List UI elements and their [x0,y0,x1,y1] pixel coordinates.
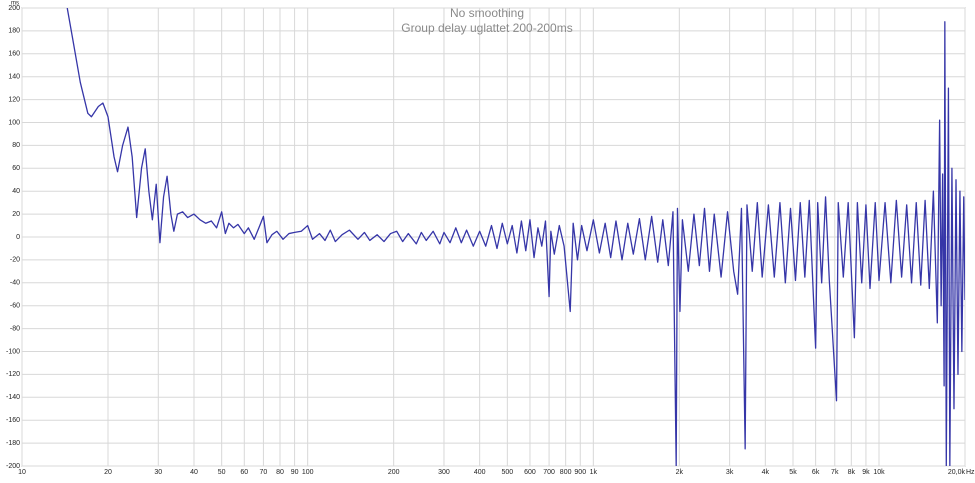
y-tick-label: -80 [10,325,20,332]
x-tick-label: 40 [190,469,198,476]
x-tick-label: 500 [501,469,513,476]
chart-title: No smoothing [450,6,524,20]
y-tick-label: -120 [6,371,20,378]
y-tick-label: 80 [12,142,20,149]
x-tick-label: 300 [438,469,450,476]
x-tick-label: 2k [676,469,684,476]
x-tick-label: 80 [276,469,284,476]
y-tick-label: 60 [12,165,20,172]
x-unit: Hz [966,469,975,476]
grid [21,7,966,467]
y-tick-label: 0 [16,234,20,241]
x-tick-label: 50 [218,469,226,476]
x-tick-label: 30 [154,469,162,476]
y-tick-label: -160 [6,417,20,424]
y-tick-label: 200 [8,5,20,12]
x-tick-label: 6k [812,469,820,476]
y-tick-label: -60 [10,303,20,310]
x-tick-label: 1k [590,469,598,476]
y-tick-label: -100 [6,348,20,355]
x-tick-label: 20,0k [948,469,966,476]
x-tick-label: 8k [848,469,856,476]
y-tick-label: -20 [10,257,20,264]
y-tick-label: -140 [6,394,20,401]
x-tick-label: 4k [762,469,770,476]
y-tick-label: 140 [8,74,20,81]
x-tick-label: 9k [862,469,870,476]
y-tick-label: 20 [12,211,20,218]
x-tick-label: 90 [291,469,299,476]
x-tick-label: 3k [726,469,734,476]
x-tick-label: 700 [543,469,555,476]
x-tick-label: 7k [831,469,839,476]
x-tick-label: 60 [240,469,248,476]
y-tick-label: 120 [8,96,20,103]
y-tick-label: 160 [8,51,20,58]
x-tick-label: 600 [524,469,536,476]
x-tick-label: 200 [388,469,400,476]
data-line [66,8,965,466]
y-tick-label: -40 [10,280,20,287]
x-tick-label: 10k [873,469,885,476]
y-tick-label: 100 [8,119,20,126]
y-unit: ms [11,1,19,7]
x-tick-label: 5k [789,469,797,476]
y-tick-label: 180 [8,28,20,35]
chart-subtitle: Group delay uglattet 200-200ms [401,21,572,35]
series [66,8,965,466]
x-tick-label: 900 [574,469,586,476]
x-tick-label: 400 [474,469,486,476]
y-tick-label: -200 [6,463,20,470]
x-tick-label: 100 [302,469,314,476]
x-tick-label: 70 [260,469,268,476]
y-tick-label: 40 [12,188,20,195]
y-tick-label: -180 [6,440,20,447]
x-tick-label: 800 [560,469,572,476]
x-tick-label: 10 [18,469,26,476]
labels: -200-180-160-140-120-100-80-60-40-200204… [6,5,966,476]
x-tick-label: 20 [104,469,112,476]
